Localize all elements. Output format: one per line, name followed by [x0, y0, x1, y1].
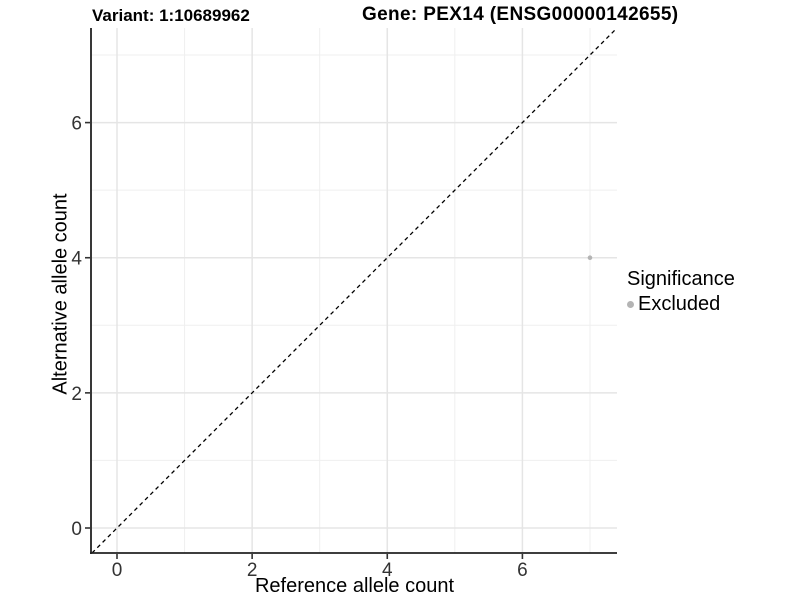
- legend: Significance Excluded: [627, 268, 735, 316]
- legend-title: Significance: [627, 268, 735, 290]
- legend-entry-label: Excluded: [638, 293, 721, 315]
- y-tick-label: 4: [71, 249, 82, 270]
- y-tick-label: 6: [71, 114, 82, 135]
- variant-title: Variant: 1:10689962: [92, 6, 250, 25]
- y-tick-label: 0: [71, 519, 82, 540]
- legend-entry: Excluded: [627, 293, 735, 316]
- y-tick-label: 2: [71, 384, 82, 405]
- gene-title: Gene: PEX14 (ENSG00000142655): [362, 4, 679, 25]
- x-axis-title: Reference allele count: [254, 575, 454, 597]
- legend-point-icon: [627, 301, 634, 308]
- data-point: [587, 255, 593, 261]
- x-tick-label: 6: [517, 560, 528, 581]
- y-axis-title: Alternative allele count: [49, 193, 72, 395]
- x-tick-label: 2: [247, 560, 258, 581]
- identity-dashed-line: [91, 27, 618, 554]
- x-tick-label: 0: [112, 560, 123, 581]
- x-tick-label: 4: [382, 560, 393, 581]
